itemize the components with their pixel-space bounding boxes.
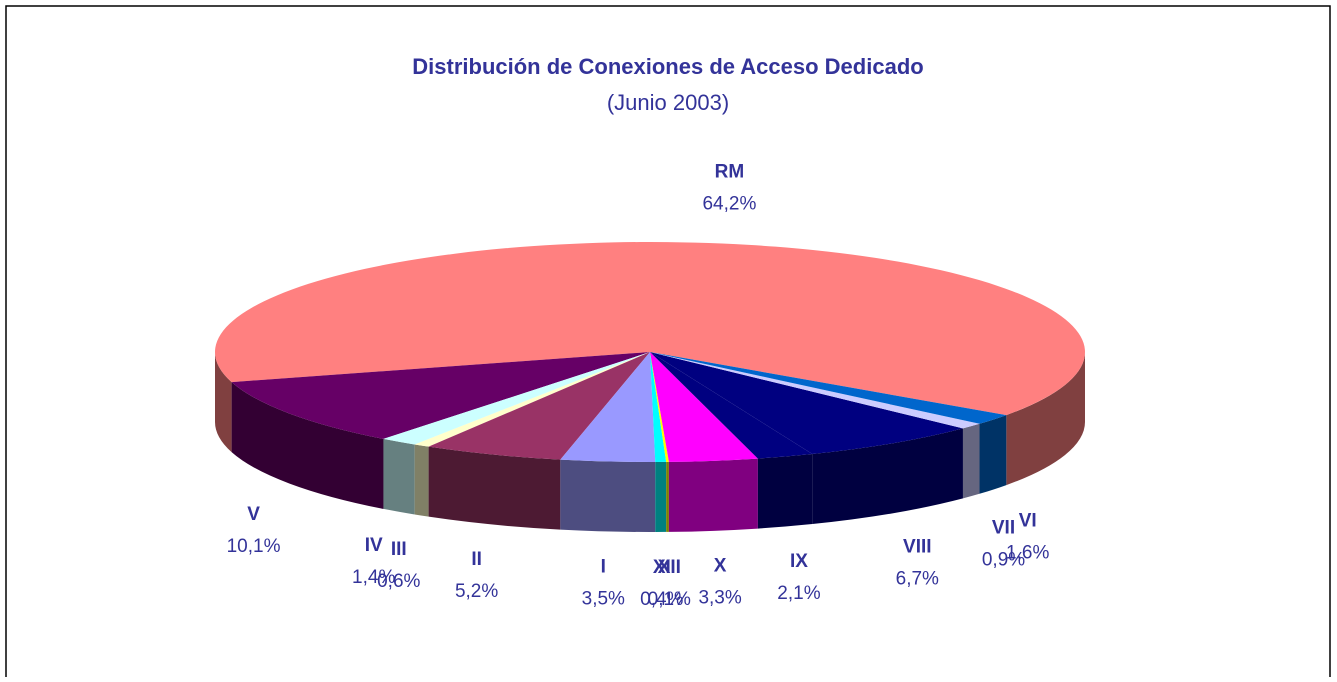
slice-top <box>560 352 656 462</box>
slice-name: RM <box>715 162 745 183</box>
slice-value: 3,3% <box>698 588 741 609</box>
slice-side <box>231 382 384 509</box>
slice-top <box>650 352 963 455</box>
slice-top <box>650 352 1007 424</box>
chart-title: Distribución de Conexiones de Acceso Ded… <box>412 54 923 79</box>
slice-value: 0,4% <box>640 589 683 610</box>
slice-name: VI <box>1019 510 1037 531</box>
slice-top <box>428 352 650 460</box>
chart-subtitle: (Junio 2003) <box>607 90 729 115</box>
slice <box>650 352 669 532</box>
slice-side <box>383 438 415 515</box>
slice <box>428 352 650 530</box>
slice-side <box>560 459 656 532</box>
slice-value: 3,5% <box>582 588 625 609</box>
slice-name: V <box>247 504 260 525</box>
slice-side <box>757 454 813 529</box>
slice <box>650 352 813 529</box>
slice-value: 0,6% <box>377 571 420 592</box>
slice-name: VII <box>992 518 1015 539</box>
slice-value: 1,6% <box>1006 542 1049 563</box>
slice-top <box>650 352 667 462</box>
slice-name: IX <box>790 551 808 572</box>
slice-value: 2,1% <box>777 583 820 604</box>
slice-side <box>979 415 1007 494</box>
slice <box>214 241 1086 486</box>
slice-side <box>1006 352 1085 486</box>
slice-value: 10,1% <box>227 536 281 557</box>
slice <box>231 352 651 509</box>
slice-side <box>812 428 963 525</box>
slice <box>650 352 963 525</box>
slice-name: IV <box>365 535 383 556</box>
slice-side <box>668 458 758 532</box>
slice-name: II <box>471 549 482 570</box>
slice-side <box>414 444 429 517</box>
slice-top <box>650 352 669 462</box>
slice-top <box>650 352 813 459</box>
slice-top <box>231 352 651 439</box>
slice <box>650 352 667 532</box>
slice-name: III <box>391 539 407 560</box>
slice <box>414 352 650 517</box>
slice-side <box>655 461 667 532</box>
slice-name: I <box>601 556 606 577</box>
slice-name: XII <box>658 557 681 578</box>
slice-name: X <box>714 556 727 577</box>
slice-value: 0,1% <box>648 589 691 610</box>
slice-value: 1,4% <box>352 567 395 588</box>
slice-name: XI <box>653 557 671 578</box>
slice-value: 5,2% <box>455 581 498 602</box>
slice <box>560 352 656 532</box>
slice-top <box>650 352 758 462</box>
slice-side <box>428 446 561 530</box>
slice-name: VIII <box>903 536 932 557</box>
slice-value: 64,2% <box>702 194 756 215</box>
slice <box>650 352 758 532</box>
slice-top <box>383 352 650 445</box>
slice <box>383 352 650 515</box>
slice-side <box>666 461 669 532</box>
slice-top <box>414 352 650 447</box>
slice <box>650 352 980 499</box>
slice <box>650 352 1007 494</box>
slice-top <box>650 352 980 429</box>
slice-value: 0,9% <box>982 550 1025 571</box>
slice-value: 6,7% <box>896 568 939 589</box>
slice-side <box>215 352 232 453</box>
slice-top <box>214 241 1086 416</box>
slice-side <box>962 423 980 499</box>
